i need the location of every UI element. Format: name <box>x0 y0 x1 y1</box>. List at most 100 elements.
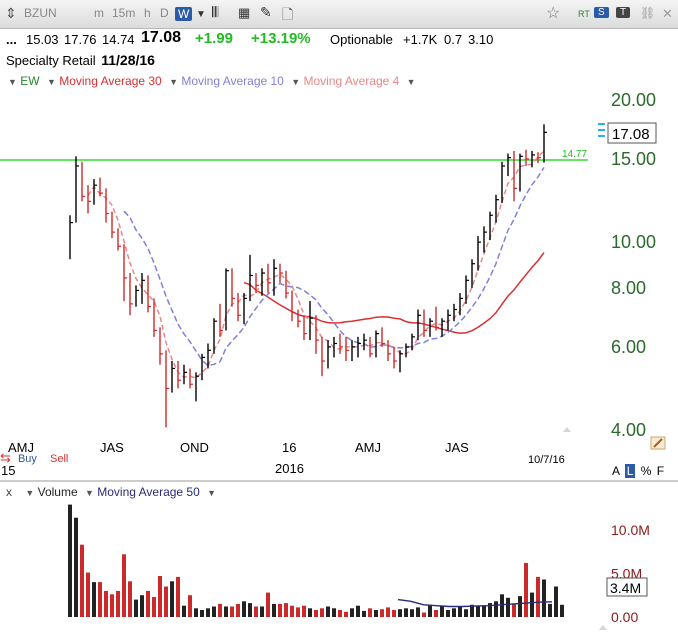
quote-change-pct: +13.19% <box>251 30 311 47</box>
ma30-chevron-icon[interactable]: ▼ <box>46 77 56 87</box>
price-bar <box>339 333 343 354</box>
interval-w[interactable]: W <box>175 7 193 21</box>
link-icon[interactable]: ⛓ <box>640 6 656 20</box>
volume-bar <box>398 609 402 617</box>
legend-more-chevron-icon[interactable]: ▼ <box>406 77 416 87</box>
scale-a-button[interactable]: A <box>612 464 620 478</box>
price-bar <box>273 259 277 296</box>
grid-icon[interactable]: ▦ <box>238 5 251 20</box>
volume-bar <box>356 605 360 617</box>
price-bar <box>243 293 247 325</box>
scale-l-button[interactable]: L <box>624 464 636 478</box>
price-bar <box>501 161 505 204</box>
price-bar <box>303 315 307 341</box>
ew-chevron-icon[interactable]: ▼ <box>8 77 17 87</box>
volume-chevron-icon[interactable]: ▼ <box>25 488 35 498</box>
volume-bar <box>410 609 414 617</box>
volume-bar <box>128 581 132 617</box>
volume-tick-label: 10.0M <box>611 522 650 538</box>
volume-bar <box>164 586 168 617</box>
rt-label[interactable]: RT <box>578 9 590 19</box>
scale-f-button[interactable]: F <box>656 464 665 478</box>
pencil-icon[interactable]: ✎ <box>260 4 272 20</box>
ma4-chevron-icon[interactable]: ▼ <box>291 77 301 87</box>
scale-buttons: A L % F <box>612 464 664 478</box>
t-button[interactable]: T <box>616 7 631 18</box>
interval-m[interactable]: m <box>94 6 104 20</box>
price-bar <box>309 301 313 341</box>
price-bar <box>261 268 265 296</box>
price-bar <box>285 270 289 299</box>
price-bar <box>465 275 469 304</box>
refresh-icon[interactable]: ⇆ <box>0 450 11 465</box>
price-bar <box>531 150 535 168</box>
volume-bar <box>308 608 312 617</box>
scale-pct-button[interactable]: % <box>640 464 652 478</box>
s-button[interactable]: S <box>594 7 609 18</box>
legend-ma10[interactable]: Moving Average 10 <box>181 74 284 88</box>
interval-d[interactable]: D <box>160 6 169 20</box>
sell-button[interactable]: Sell <box>50 453 69 465</box>
volume-bar <box>428 604 432 617</box>
volume-tick-label: 0.00 <box>611 609 638 625</box>
close-icon[interactable]: ✕ <box>662 6 673 21</box>
volume-bar <box>374 610 378 617</box>
buy-button[interactable]: Buy <box>17 453 37 465</box>
note-icon[interactable]: 🗋 <box>282 6 294 22</box>
ma10-chevron-icon[interactable]: ▼ <box>169 77 178 87</box>
volume-close-icon[interactable]: x <box>6 485 12 499</box>
price-bar <box>333 336 337 358</box>
volma-chevron-icon[interactable]: ▼ <box>84 488 94 498</box>
volume-bar <box>116 590 120 617</box>
scroll-up-icon-volume[interactable] <box>599 625 607 630</box>
pane-divider[interactable] <box>0 480 678 482</box>
volume-bar <box>104 590 108 617</box>
price-bar <box>363 333 367 351</box>
interval-h[interactable]: h <box>144 6 151 20</box>
volume-bar <box>422 612 426 617</box>
interval-15m[interactable]: 15m <box>112 6 136 20</box>
volume-bar <box>554 586 558 617</box>
legend-volume[interactable]: Volume <box>37 485 78 499</box>
volume-bar <box>524 563 528 617</box>
pencil-icon[interactable] <box>650 436 666 450</box>
scroll-up-icon[interactable] <box>563 427 571 432</box>
buy-sell-row: ⇆ Buy Sell <box>0 450 68 466</box>
price-bar <box>141 273 145 304</box>
volume-bar <box>200 610 204 617</box>
volume-bar <box>194 608 198 617</box>
quote-v1: 0.7 <box>444 32 463 47</box>
volume-bar <box>68 504 72 617</box>
legend-volma50[interactable]: Moving Average 50 <box>97 485 200 499</box>
volume-chart[interactable]: 10.0M 5.0M 0.00 3.4M <box>0 495 678 634</box>
volma-more-chevron-icon[interactable]: ▼ <box>207 488 217 498</box>
volume-bar <box>476 606 480 617</box>
bar-style-icon[interactable]: 𝄃𝄃 <box>212 4 219 20</box>
quote-v2: 3.10 <box>468 32 494 47</box>
ma10-line <box>123 167 545 367</box>
legend-ew[interactable]: EW <box>20 74 40 88</box>
star-icon[interactable]: ☆ <box>546 5 561 22</box>
price-bar <box>237 293 241 322</box>
price-bar <box>225 268 229 331</box>
quote-high: 17.76 <box>64 32 97 47</box>
volume-bar <box>296 607 300 617</box>
x-tick-label: 16 <box>282 440 296 455</box>
price-bar <box>483 226 487 253</box>
volume-bar <box>434 610 438 617</box>
price-bar <box>291 290 295 322</box>
legend-ma30[interactable]: Moving Average 30 <box>59 74 162 88</box>
volume-bar <box>362 610 366 617</box>
price-bar <box>147 275 151 313</box>
last-volume-box <box>606 577 648 597</box>
chevron-down-icon[interactable]: ▼ <box>196 9 206 20</box>
volume-bar <box>188 595 192 617</box>
price-legend: ▼ EW ▼ Moving Average 30 ▼ Moving Averag… <box>8 74 416 88</box>
arrows-icon[interactable]: ⇕ <box>5 5 17 21</box>
legend-ma4[interactable]: Moving Average 4 <box>303 74 400 88</box>
price-bar <box>405 343 409 358</box>
symbol-field[interactable]: BZUN <box>24 6 57 20</box>
price-tick-label: 4.00 <box>611 420 646 440</box>
last-date-label-bottom: 10/7/16 <box>528 454 565 466</box>
